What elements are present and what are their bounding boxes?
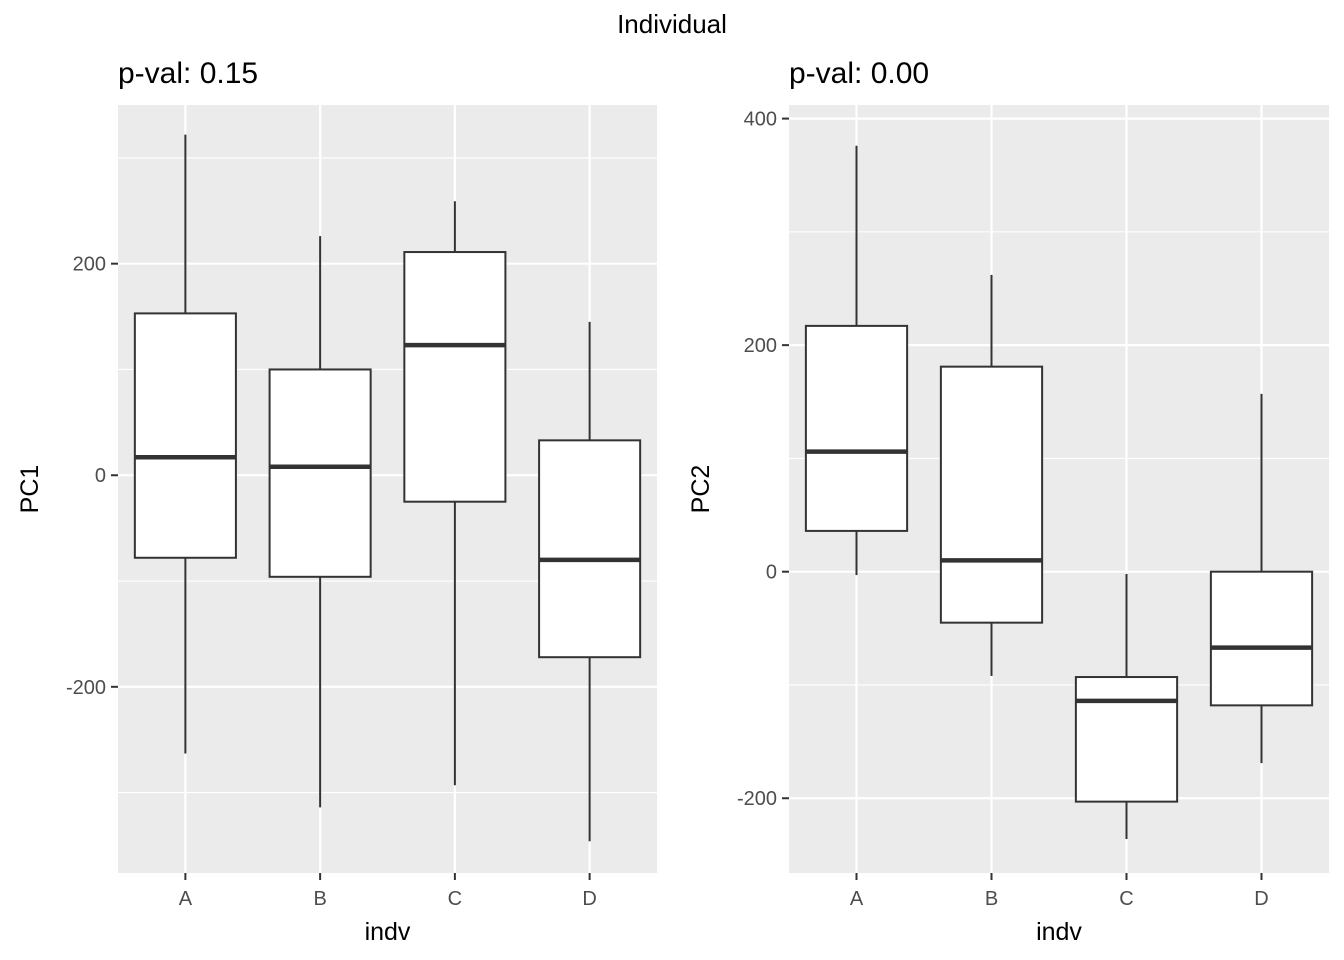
- box-c: [1074, 573, 1179, 840]
- box-body: [403, 251, 507, 503]
- box-c: [403, 201, 507, 786]
- y-tick-label: 0: [766, 562, 777, 584]
- box-a: [804, 145, 909, 576]
- box-body: [1209, 570, 1314, 707]
- x-tick-label: B: [985, 888, 998, 910]
- y-axis-label: PC2: [687, 465, 715, 514]
- x-tick-label: A: [179, 888, 193, 910]
- y-axis-label: PC1: [16, 465, 44, 514]
- panel-title: p-val: 0.00: [789, 57, 929, 90]
- box-body: [1074, 676, 1179, 803]
- x-axis-label: indv: [1036, 918, 1082, 946]
- box-b: [268, 236, 372, 808]
- figure-title: Individual: [617, 9, 727, 39]
- right-panel-pc2: -200 0 200 400 A B C Dp-val: 0.00 indv PC2: [687, 57, 1329, 946]
- x-axis-label: indv: [365, 918, 411, 946]
- box-b: [939, 274, 1044, 676]
- box-body: [939, 365, 1044, 624]
- box-a: [133, 134, 237, 754]
- x-tick-label: D: [1254, 888, 1268, 910]
- y-tick-label: 200: [73, 254, 106, 276]
- left-panel-pc1: -200 0 200 A B C Dp-val: 0.15 indv PC1: [16, 57, 657, 946]
- y-tick-label: 400: [744, 109, 777, 131]
- box-body: [133, 312, 237, 559]
- x-tick-label: D: [582, 888, 596, 910]
- panel-title: p-val: 0.15: [118, 57, 258, 90]
- box-d: [1209, 393, 1314, 764]
- y-tick-label: 200: [744, 335, 777, 357]
- box-body: [804, 324, 909, 532]
- box-body: [538, 439, 642, 659]
- x-tick-label: C: [448, 888, 462, 910]
- x-tick-label: C: [1119, 888, 1133, 910]
- y-tick-label: -200: [66, 677, 106, 699]
- box-d: [538, 321, 642, 842]
- y-tick-label: 0: [95, 465, 106, 487]
- x-tick-label: B: [313, 888, 326, 910]
- x-tick-label: A: [850, 888, 864, 910]
- box-body: [268, 368, 372, 578]
- y-tick-label: -200: [737, 788, 777, 810]
